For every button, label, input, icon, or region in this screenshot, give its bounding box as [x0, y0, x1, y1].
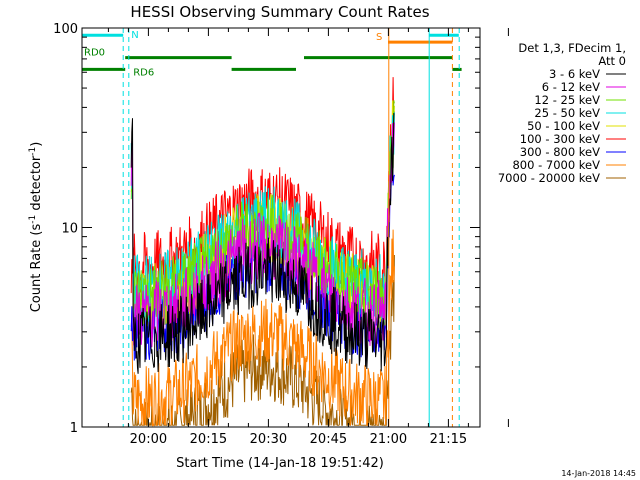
chart-title: HESSI Observing Summary Count Rates — [130, 3, 429, 21]
x-tick-label-4: 21:00 — [370, 432, 407, 447]
x-tick-label-2: 20:30 — [250, 432, 287, 447]
x-tick-label-5: 21:15 — [430, 432, 467, 447]
legend-label-6: 300 - 800 keV — [520, 145, 600, 159]
legend-label-1: 6 - 12 keV — [542, 80, 600, 94]
flag-label-n: N — [131, 30, 138, 41]
legend-label-5: 100 - 300 keV — [520, 132, 600, 146]
legend-label-7: 800 - 7000 keV — [512, 158, 600, 172]
x-axis-label: Start Time (14-Jan-18 19:51:42) — [176, 456, 384, 471]
series-layer — [130, 77, 395, 427]
flag-layer: N S RD0 RD6 — [82, 30, 462, 78]
x-tick-label-3: 20:45 — [310, 432, 347, 447]
series-line-7 — [130, 229, 395, 427]
x-tick-label-0: 20:00 — [130, 432, 167, 447]
vline-layer — [122, 28, 460, 427]
legend-label-3: 25 - 50 keV — [534, 106, 600, 120]
y-tick-label-2: 100 — [53, 22, 78, 37]
flag-label-rd6: RD6 — [133, 67, 154, 78]
legend-label-8: 7000 - 20000 keV — [498, 171, 600, 185]
legend-header-line-1: Det 1,3, FDecim 1, — [518, 41, 626, 55]
y-tick-label-0: 1 — [70, 421, 78, 436]
flag-label-s: S — [376, 32, 382, 43]
flag-label-rd0: RD0 — [84, 48, 105, 59]
tick-layer: 20:00 20:15 20:30 20:45 21:00 21:15 1 10 100 — [53, 22, 509, 447]
y-tick-label-1: 10 — [61, 222, 78, 237]
legend-label-2: 12 - 25 keV — [534, 93, 600, 107]
y-axis-label: Count Rate (s-1 detector-1) — [28, 142, 44, 313]
series-line-0 — [130, 112, 395, 374]
timestamp: 14-Jan-2018 14:45 — [561, 469, 636, 478]
legend-label-4: 50 - 100 keV — [527, 119, 600, 133]
legend-header-line-2: Att 0 — [598, 54, 626, 68]
series-line-2 — [130, 100, 395, 328]
legend-label-0: 3 - 6 keV — [549, 67, 600, 81]
x-tick-label-1: 20:15 — [190, 432, 227, 447]
